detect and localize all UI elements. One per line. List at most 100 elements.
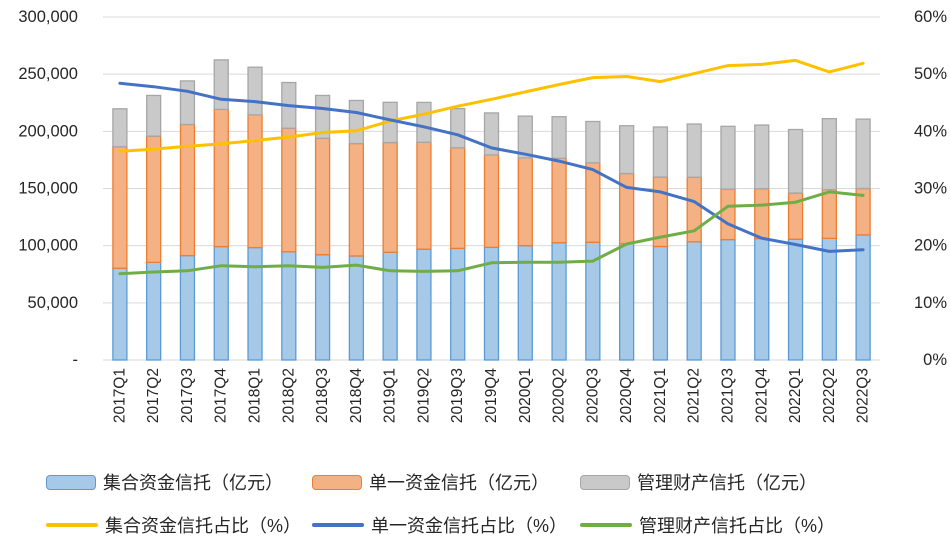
property-line-swatch [580, 523, 632, 527]
x-axis-label: 2020Q1 [517, 368, 534, 423]
bar-segment [686, 241, 702, 361]
bar-segment [213, 59, 229, 111]
bar-segment [179, 80, 196, 126]
bar-segment [450, 107, 466, 149]
bar-segment [821, 237, 837, 361]
legend: 集合资金信托（亿元） 单一资金信托（亿元） 管理财产信托（亿元） 集合资金信托占… [0, 455, 950, 536]
bar-segment [855, 234, 871, 361]
single-line-swatch [312, 523, 364, 527]
y-axis-left-tick: - [73, 351, 79, 369]
legend-row-bars: 集合资金信托（亿元） 单一资金信托（亿元） 管理财产信托（亿元） [46, 469, 950, 495]
legend-item-property-bar: 管理财产信托（亿元） [580, 469, 950, 495]
bar-segment [416, 248, 432, 361]
bar-segment [112, 108, 128, 148]
bar-segment [652, 245, 669, 361]
bar-segment [855, 118, 871, 190]
bar-segment [450, 247, 466, 361]
x-axis-label: 2022Q1 [787, 368, 804, 423]
legend-label: 单一资金信托占比（%） [371, 516, 568, 536]
bar-segment [247, 246, 263, 361]
bar-segment [281, 251, 297, 361]
legend-label: 集合资金信托占比（%） [105, 516, 302, 536]
bar-segment [483, 112, 500, 156]
x-axis-label: 2019Q4 [483, 368, 500, 424]
x-axis-label: 2019Q1 [382, 368, 399, 423]
single-bar-swatch [312, 474, 362, 490]
bar-segment [821, 117, 837, 191]
bar-segment [146, 135, 162, 264]
x-axis-label: 2019Q2 [415, 368, 432, 423]
bar-segment [416, 141, 432, 250]
bar-segment [416, 101, 432, 143]
y-axis-left-tick: 300,000 [18, 8, 78, 26]
legend-item-property-line: 管理财产信托占比（%） [580, 512, 950, 536]
y-axis-left-tick: 150,000 [18, 180, 78, 198]
x-axis-label: 2021Q1 [652, 368, 669, 423]
x-axis-label: 2021Q3 [719, 368, 736, 423]
collective-line-swatch [46, 523, 98, 527]
bar-segment [281, 127, 297, 253]
y-axis-left-tick: 100,000 [18, 237, 78, 255]
bar-segment [247, 114, 263, 249]
bar-segment [787, 238, 804, 361]
x-axis-label: 2017Q2 [145, 368, 162, 423]
bar-segment [720, 188, 736, 241]
bar-segment [483, 154, 500, 249]
legend-label: 管理财产信托占比（%） [639, 516, 836, 536]
bar-segment [146, 94, 162, 137]
pct-line [118, 190, 865, 276]
y-axis-right-tick: 50% [914, 65, 947, 83]
x-axis-label: 2018Q1 [247, 368, 264, 423]
x-axis-label: 2021Q2 [686, 368, 703, 423]
bar-segment [213, 108, 229, 248]
bar-segment [348, 99, 365, 145]
bar-segment [213, 245, 229, 361]
bar-segment [314, 94, 331, 139]
x-axis-label: 2020Q2 [551, 368, 568, 423]
bar-segment [551, 242, 567, 361]
y-axis-right-tick: 10% [914, 294, 947, 312]
bar-segment [112, 146, 128, 269]
legend-item-single-line: 单一资金信托占比（%） [312, 512, 580, 536]
y-axis-right-tick: 30% [914, 180, 947, 198]
bar-segment [821, 188, 837, 239]
y-axis-right-tick: 40% [914, 122, 947, 140]
x-axis-label: 2020Q3 [584, 368, 601, 423]
x-axis-label: 2019Q3 [449, 368, 466, 423]
bar-segment [314, 254, 331, 361]
bar-segment [382, 141, 398, 253]
y-axis-right-tick: 0% [923, 351, 947, 369]
bar-segment [450, 147, 466, 250]
bar-segment [618, 125, 635, 175]
bar-segment [686, 123, 702, 178]
bar-segment [754, 188, 770, 240]
bar-segment [517, 157, 533, 247]
bar-segment [551, 116, 567, 159]
x-axis-label: 2017Q1 [111, 368, 128, 423]
bar-segment [112, 267, 128, 361]
x-axis-label: 2017Q4 [213, 368, 230, 424]
bar-segment [720, 238, 736, 361]
bar-segment [787, 128, 804, 194]
x-axis-label: 2022Q2 [821, 368, 838, 423]
collective-bar-swatch [46, 474, 96, 490]
y-axis-left-tick: 200,000 [18, 122, 78, 140]
bar-segment [754, 237, 770, 361]
bar-segment [348, 142, 365, 257]
bar-segment [585, 120, 601, 164]
pct-line [118, 81, 865, 253]
legend-label: 管理财产信托（亿元） [637, 473, 817, 493]
x-axis-label: 2018Q3 [314, 368, 331, 423]
bar-segment [517, 115, 533, 159]
legend-label: 单一资金信托（亿元） [369, 473, 549, 493]
bar-segment [652, 126, 669, 178]
bar-segment [618, 243, 635, 361]
y-axis-left-tick: 250,000 [18, 65, 78, 83]
plot-area: 300,000 60% 250,000 50% 200,000 40% 150,000 30%… [18, 8, 947, 424]
legend-item-collective-bar: 集合资金信托（亿元） [46, 469, 312, 495]
y-axis-right-tick: 20% [914, 237, 947, 255]
x-axis-label: 2020Q4 [618, 368, 635, 424]
legend-row-lines: 集合资金信托占比（%） 单一资金信托占比（%） 管理财产信托占比（%） [46, 512, 950, 536]
legend-label: 集合资金信托（亿元） [103, 473, 283, 493]
